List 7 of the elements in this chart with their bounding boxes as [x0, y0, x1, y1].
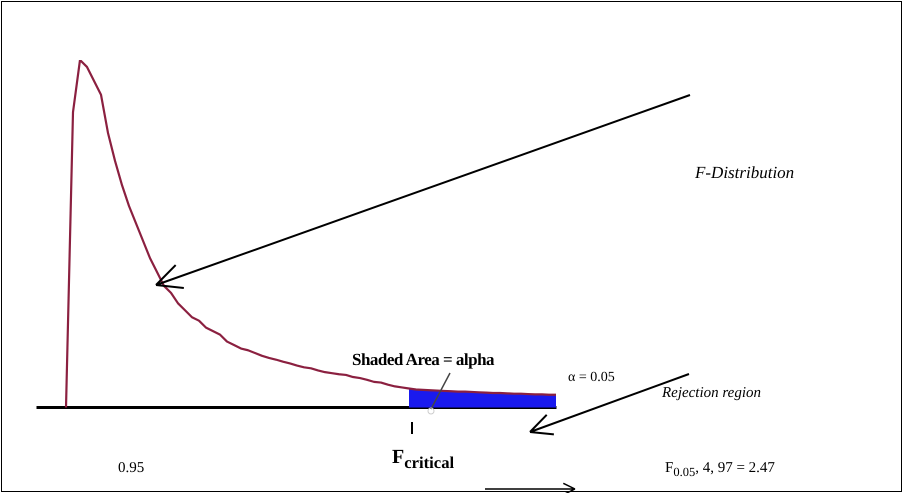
text: F$_{critical}$ — [392, 446, 454, 473]
annotation: Shaded Area = alpha — [352, 350, 494, 370]
text: α = 0.05 — [568, 370, 615, 386]
text: F-Distribution — [695, 163, 794, 183]
text: 0.95 — [118, 460, 144, 477]
text: Rejection region — [662, 385, 761, 402]
text: F$_{0.05}$, 4, 97 = 2.47 — [665, 460, 775, 480]
